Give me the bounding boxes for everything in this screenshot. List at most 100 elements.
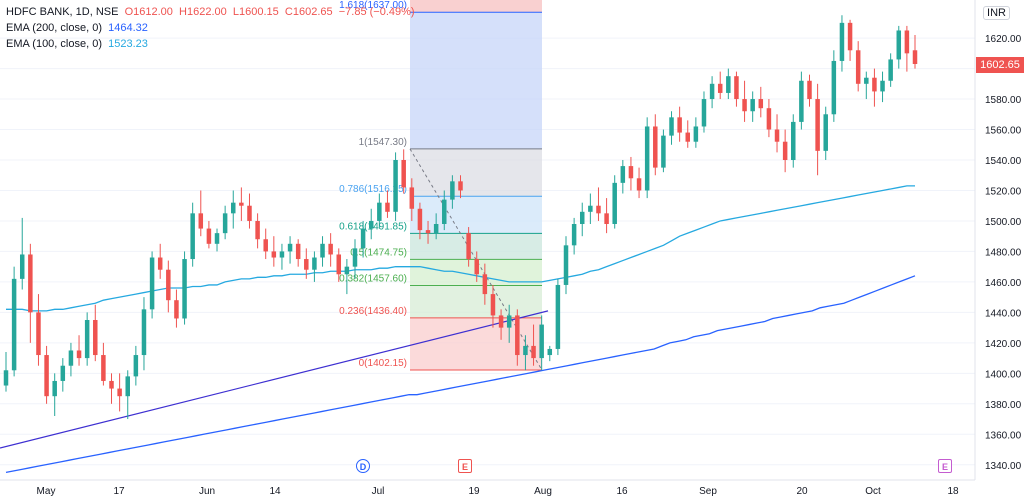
candle <box>636 167 642 199</box>
candle <box>231 190 236 229</box>
candle <box>839 15 845 72</box>
fib-zone <box>410 148 542 197</box>
candle <box>312 251 317 282</box>
candle-body <box>791 121 796 160</box>
candle-body <box>271 251 277 258</box>
candle-body <box>231 202 236 214</box>
candle <box>255 213 260 249</box>
candle-body <box>466 233 471 260</box>
candle-body <box>855 50 861 84</box>
candle-body <box>198 213 204 229</box>
candle <box>125 370 130 420</box>
price-tick-label: 1560.00 <box>985 126 1022 137</box>
candle-body <box>312 257 317 270</box>
fibonacci-retracement[interactable]: 1.618(1637.00) 1(1547.30) 0.786(1516.25) 0.… <box>339 0 543 371</box>
candle-body <box>393 160 398 212</box>
candle <box>28 243 33 343</box>
candle-body <box>377 202 382 221</box>
candle-body <box>409 187 415 209</box>
candle <box>263 228 268 260</box>
fib-level-label: 0.786(1516.25) <box>339 184 407 195</box>
candle-body <box>734 76 739 100</box>
candle <box>823 106 828 160</box>
candle-body <box>596 205 601 214</box>
candle-body <box>222 213 228 234</box>
candle <box>3 352 9 392</box>
candle-body <box>872 77 877 92</box>
candle <box>401 149 406 194</box>
candle-body <box>287 243 293 252</box>
candle <box>888 53 893 87</box>
candle-body <box>482 274 488 295</box>
currency-label[interactable]: INR <box>983 6 1010 20</box>
candle-body <box>807 80 812 100</box>
legend-high: H1622.00 <box>179 6 227 18</box>
candle-body <box>636 178 642 191</box>
candle <box>742 80 747 122</box>
candle-body <box>174 300 179 319</box>
candle-body <box>295 243 301 260</box>
fib-level-label: 0.236(1436.40) <box>339 306 407 317</box>
candle <box>360 220 366 258</box>
candle-body <box>263 239 268 252</box>
candle <box>596 187 601 221</box>
legend-change: −7.85 (−0.49%) <box>338 6 415 18</box>
price-tick-label: 1500.00 <box>985 217 1022 228</box>
candle <box>368 208 374 240</box>
candle-body <box>68 350 74 366</box>
time-tick-label: Jun <box>199 486 215 497</box>
candle-body <box>685 132 690 142</box>
candle <box>239 187 244 221</box>
candle <box>19 217 25 290</box>
candle <box>409 178 415 221</box>
candle-body <box>368 220 374 229</box>
trendline-segment <box>0 310 549 449</box>
legend-row-ema200[interactable]: EMA (200, close, 0) 1464.32 <box>6 20 415 36</box>
fib-zone <box>410 233 542 260</box>
candle <box>320 236 325 267</box>
legend-row-ema100[interactable]: EMA (100, close, 0) 1523.23 <box>6 36 415 52</box>
candle <box>344 259 350 295</box>
candle <box>750 91 755 122</box>
candle-body <box>588 205 593 212</box>
trendline[interactable] <box>0 310 549 449</box>
candle-body <box>912 50 918 64</box>
candle <box>628 156 634 191</box>
candle-body <box>523 345 528 356</box>
candle-body <box>628 166 634 179</box>
candle-body <box>247 205 252 221</box>
candle-body <box>831 60 837 115</box>
candle <box>377 193 382 229</box>
candle-body <box>206 228 212 244</box>
candle-body <box>661 135 666 168</box>
candle-body <box>782 141 788 160</box>
candle <box>287 236 293 264</box>
candle <box>669 111 674 145</box>
earnings-event-icon[interactable]: E <box>458 459 472 473</box>
candle <box>166 260 171 313</box>
candle-body <box>166 269 171 301</box>
fib-zone <box>410 0 542 13</box>
candle <box>393 152 398 221</box>
candle <box>774 114 780 153</box>
ema200-line <box>5 275 916 474</box>
ema-line <box>5 275 916 474</box>
earnings-event-icon[interactable]: E <box>938 459 952 473</box>
candle-body <box>498 315 504 328</box>
candle <box>791 114 796 168</box>
candle <box>904 25 910 72</box>
candle-body <box>750 99 755 112</box>
candle <box>433 213 439 240</box>
candle-body <box>604 213 609 224</box>
candle-body <box>579 211 585 224</box>
candle-body <box>612 182 617 224</box>
candle <box>604 198 609 234</box>
time-tick-label: 16 <box>616 486 628 497</box>
dividend-event-icon[interactable]: D <box>356 459 370 473</box>
fib-zone <box>410 196 542 234</box>
candle-body <box>847 22 853 51</box>
fib-level-label: 0(1402.15) <box>359 358 407 369</box>
price-tick-label: 1480.00 <box>985 247 1022 258</box>
chart-legend: HDFC BANK, 1D, NSE O1612.00 H1622.00 L16… <box>6 4 415 52</box>
